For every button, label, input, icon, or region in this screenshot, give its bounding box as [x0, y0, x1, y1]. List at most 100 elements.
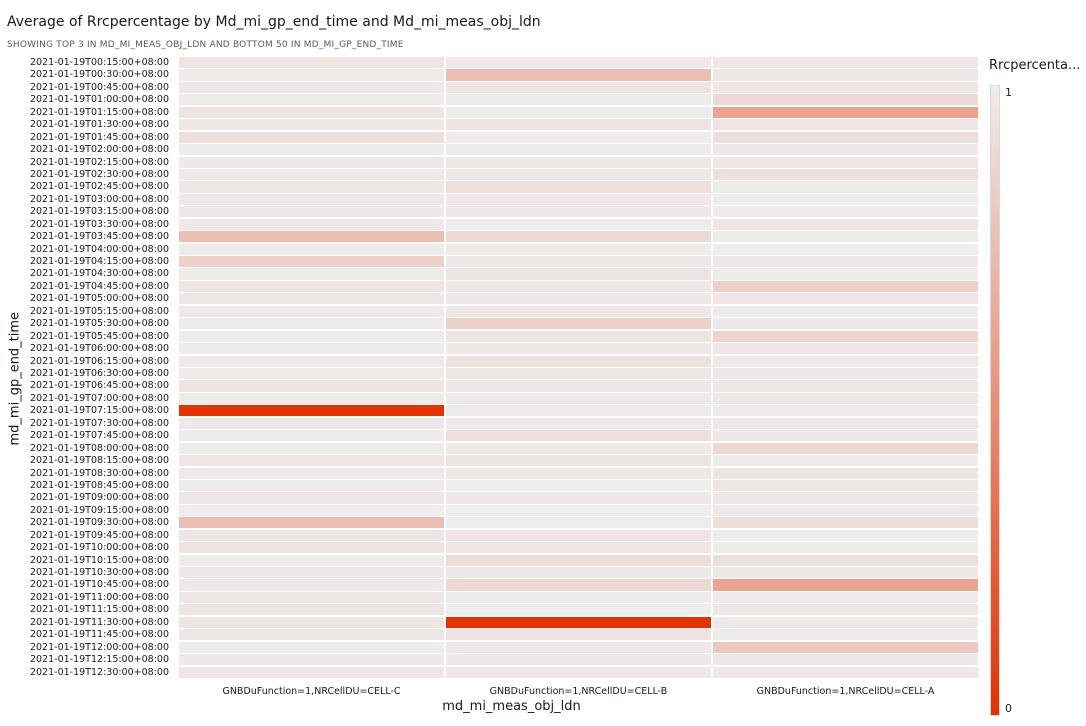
- heatmap-cell[interactable]: [179, 355, 444, 367]
- heatmap-cell[interactable]: [713, 94, 978, 106]
- heatmap-cell[interactable]: [446, 504, 711, 516]
- heatmap-cell[interactable]: [446, 467, 711, 479]
- heatmap-cell[interactable]: [713, 256, 978, 268]
- heatmap-cell[interactable]: [179, 567, 444, 579]
- heatmap-cell[interactable]: [179, 542, 444, 554]
- heatmap-cell[interactable]: [446, 542, 711, 554]
- heatmap-cell[interactable]: [446, 280, 711, 293]
- heatmap-cell[interactable]: [713, 343, 978, 355]
- heatmap-cell[interactable]: [446, 330, 711, 342]
- heatmap-cell[interactable]: [446, 654, 711, 666]
- heatmap-cell[interactable]: [446, 616, 711, 628]
- heatmap-cell[interactable]: [179, 94, 444, 106]
- heatmap-cell[interactable]: [446, 430, 711, 442]
- heatmap-cell[interactable]: [179, 119, 444, 131]
- heatmap-cell[interactable]: [446, 455, 711, 467]
- heatmap-cell[interactable]: [179, 305, 444, 317]
- heatmap-cell[interactable]: [713, 218, 978, 230]
- heatmap-cell[interactable]: [179, 318, 444, 330]
- heatmap-cell[interactable]: [446, 392, 711, 404]
- heatmap-cell[interactable]: [713, 442, 978, 454]
- heatmap-cell[interactable]: [446, 181, 711, 193]
- heatmap-cell[interactable]: [446, 243, 711, 255]
- heatmap-cell[interactable]: [179, 405, 444, 417]
- heatmap-cell[interactable]: [713, 579, 978, 591]
- heatmap-cell[interactable]: [446, 417, 711, 429]
- heatmap-cell[interactable]: [713, 106, 978, 118]
- heatmap-cell[interactable]: [713, 629, 978, 641]
- heatmap-cell[interactable]: [179, 417, 444, 429]
- heatmap-cell[interactable]: [179, 256, 444, 268]
- heatmap-cell[interactable]: [446, 380, 711, 392]
- heatmap-cell[interactable]: [179, 492, 444, 504]
- heatmap-cell[interactable]: [713, 591, 978, 604]
- heatmap-cell[interactable]: [446, 69, 711, 81]
- heatmap-cell[interactable]: [713, 405, 978, 417]
- heatmap-cell[interactable]: [446, 517, 711, 529]
- heatmap-cell[interactable]: [179, 218, 444, 230]
- heatmap-cell[interactable]: [446, 318, 711, 330]
- heatmap-cell[interactable]: [713, 504, 978, 516]
- heatmap-cell[interactable]: [446, 666, 711, 678]
- heatmap-cell[interactable]: [446, 305, 711, 317]
- heatmap-cell[interactable]: [179, 57, 444, 69]
- heatmap-cell[interactable]: [713, 168, 978, 181]
- heatmap-cell[interactable]: [179, 168, 444, 181]
- heatmap-cell[interactable]: [713, 479, 978, 492]
- heatmap-cell[interactable]: [446, 131, 711, 143]
- heatmap-cell[interactable]: [179, 591, 444, 604]
- heatmap-cell[interactable]: [179, 106, 444, 118]
- heatmap-cell[interactable]: [713, 417, 978, 429]
- heatmap-cell[interactable]: [713, 330, 978, 342]
- heatmap-cell[interactable]: [179, 504, 444, 516]
- heatmap-cell[interactable]: [713, 392, 978, 404]
- heatmap-cell[interactable]: [179, 156, 444, 168]
- heatmap-cell[interactable]: [179, 616, 444, 628]
- heatmap-cell[interactable]: [446, 405, 711, 417]
- heatmap-cell[interactable]: [446, 206, 711, 218]
- heatmap-cell[interactable]: [446, 442, 711, 454]
- heatmap-cell[interactable]: [446, 256, 711, 268]
- heatmap-cell[interactable]: [713, 318, 978, 330]
- heatmap-cell[interactable]: [179, 517, 444, 529]
- heatmap-cell[interactable]: [446, 218, 711, 230]
- heatmap-cell[interactable]: [446, 268, 711, 280]
- heatmap-cell[interactable]: [713, 57, 978, 69]
- heatmap-cell[interactable]: [179, 243, 444, 255]
- heatmap-cell[interactable]: [179, 69, 444, 81]
- heatmap-cell[interactable]: [713, 280, 978, 293]
- heatmap-cell[interactable]: [446, 579, 711, 591]
- heatmap-cell[interactable]: [713, 119, 978, 131]
- heatmap-cell[interactable]: [446, 492, 711, 504]
- heatmap-cell[interactable]: [446, 479, 711, 492]
- heatmap-cell[interactable]: [179, 81, 444, 93]
- heatmap-cell[interactable]: [713, 193, 978, 205]
- heatmap-cell[interactable]: [713, 305, 978, 317]
- heatmap-cell[interactable]: [179, 666, 444, 678]
- heatmap-cell[interactable]: [179, 455, 444, 467]
- heatmap-cell[interactable]: [446, 94, 711, 106]
- heatmap-cell[interactable]: [713, 293, 978, 305]
- heatmap-cell[interactable]: [713, 380, 978, 392]
- heatmap-cell[interactable]: [446, 231, 711, 243]
- heatmap-cell[interactable]: [713, 268, 978, 280]
- heatmap-cell[interactable]: [179, 641, 444, 653]
- heatmap-cell[interactable]: [713, 567, 978, 579]
- heatmap-cell[interactable]: [179, 579, 444, 591]
- heatmap-cell[interactable]: [713, 181, 978, 193]
- heatmap-cell[interactable]: [713, 654, 978, 666]
- heatmap-cell[interactable]: [179, 604, 444, 616]
- heatmap-cell[interactable]: [713, 517, 978, 529]
- heatmap-cell[interactable]: [713, 355, 978, 367]
- heatmap-cell[interactable]: [179, 280, 444, 293]
- heatmap-cell[interactable]: [713, 641, 978, 653]
- heatmap-cell[interactable]: [713, 554, 978, 566]
- heatmap-cell[interactable]: [446, 567, 711, 579]
- heatmap-cell[interactable]: [179, 343, 444, 355]
- heatmap-cell[interactable]: [713, 231, 978, 243]
- heatmap-cell[interactable]: [713, 368, 978, 380]
- heatmap-cell[interactable]: [713, 243, 978, 255]
- heatmap-cell[interactable]: [179, 442, 444, 454]
- heatmap-cell[interactable]: [446, 193, 711, 205]
- heatmap-cell[interactable]: [446, 57, 711, 69]
